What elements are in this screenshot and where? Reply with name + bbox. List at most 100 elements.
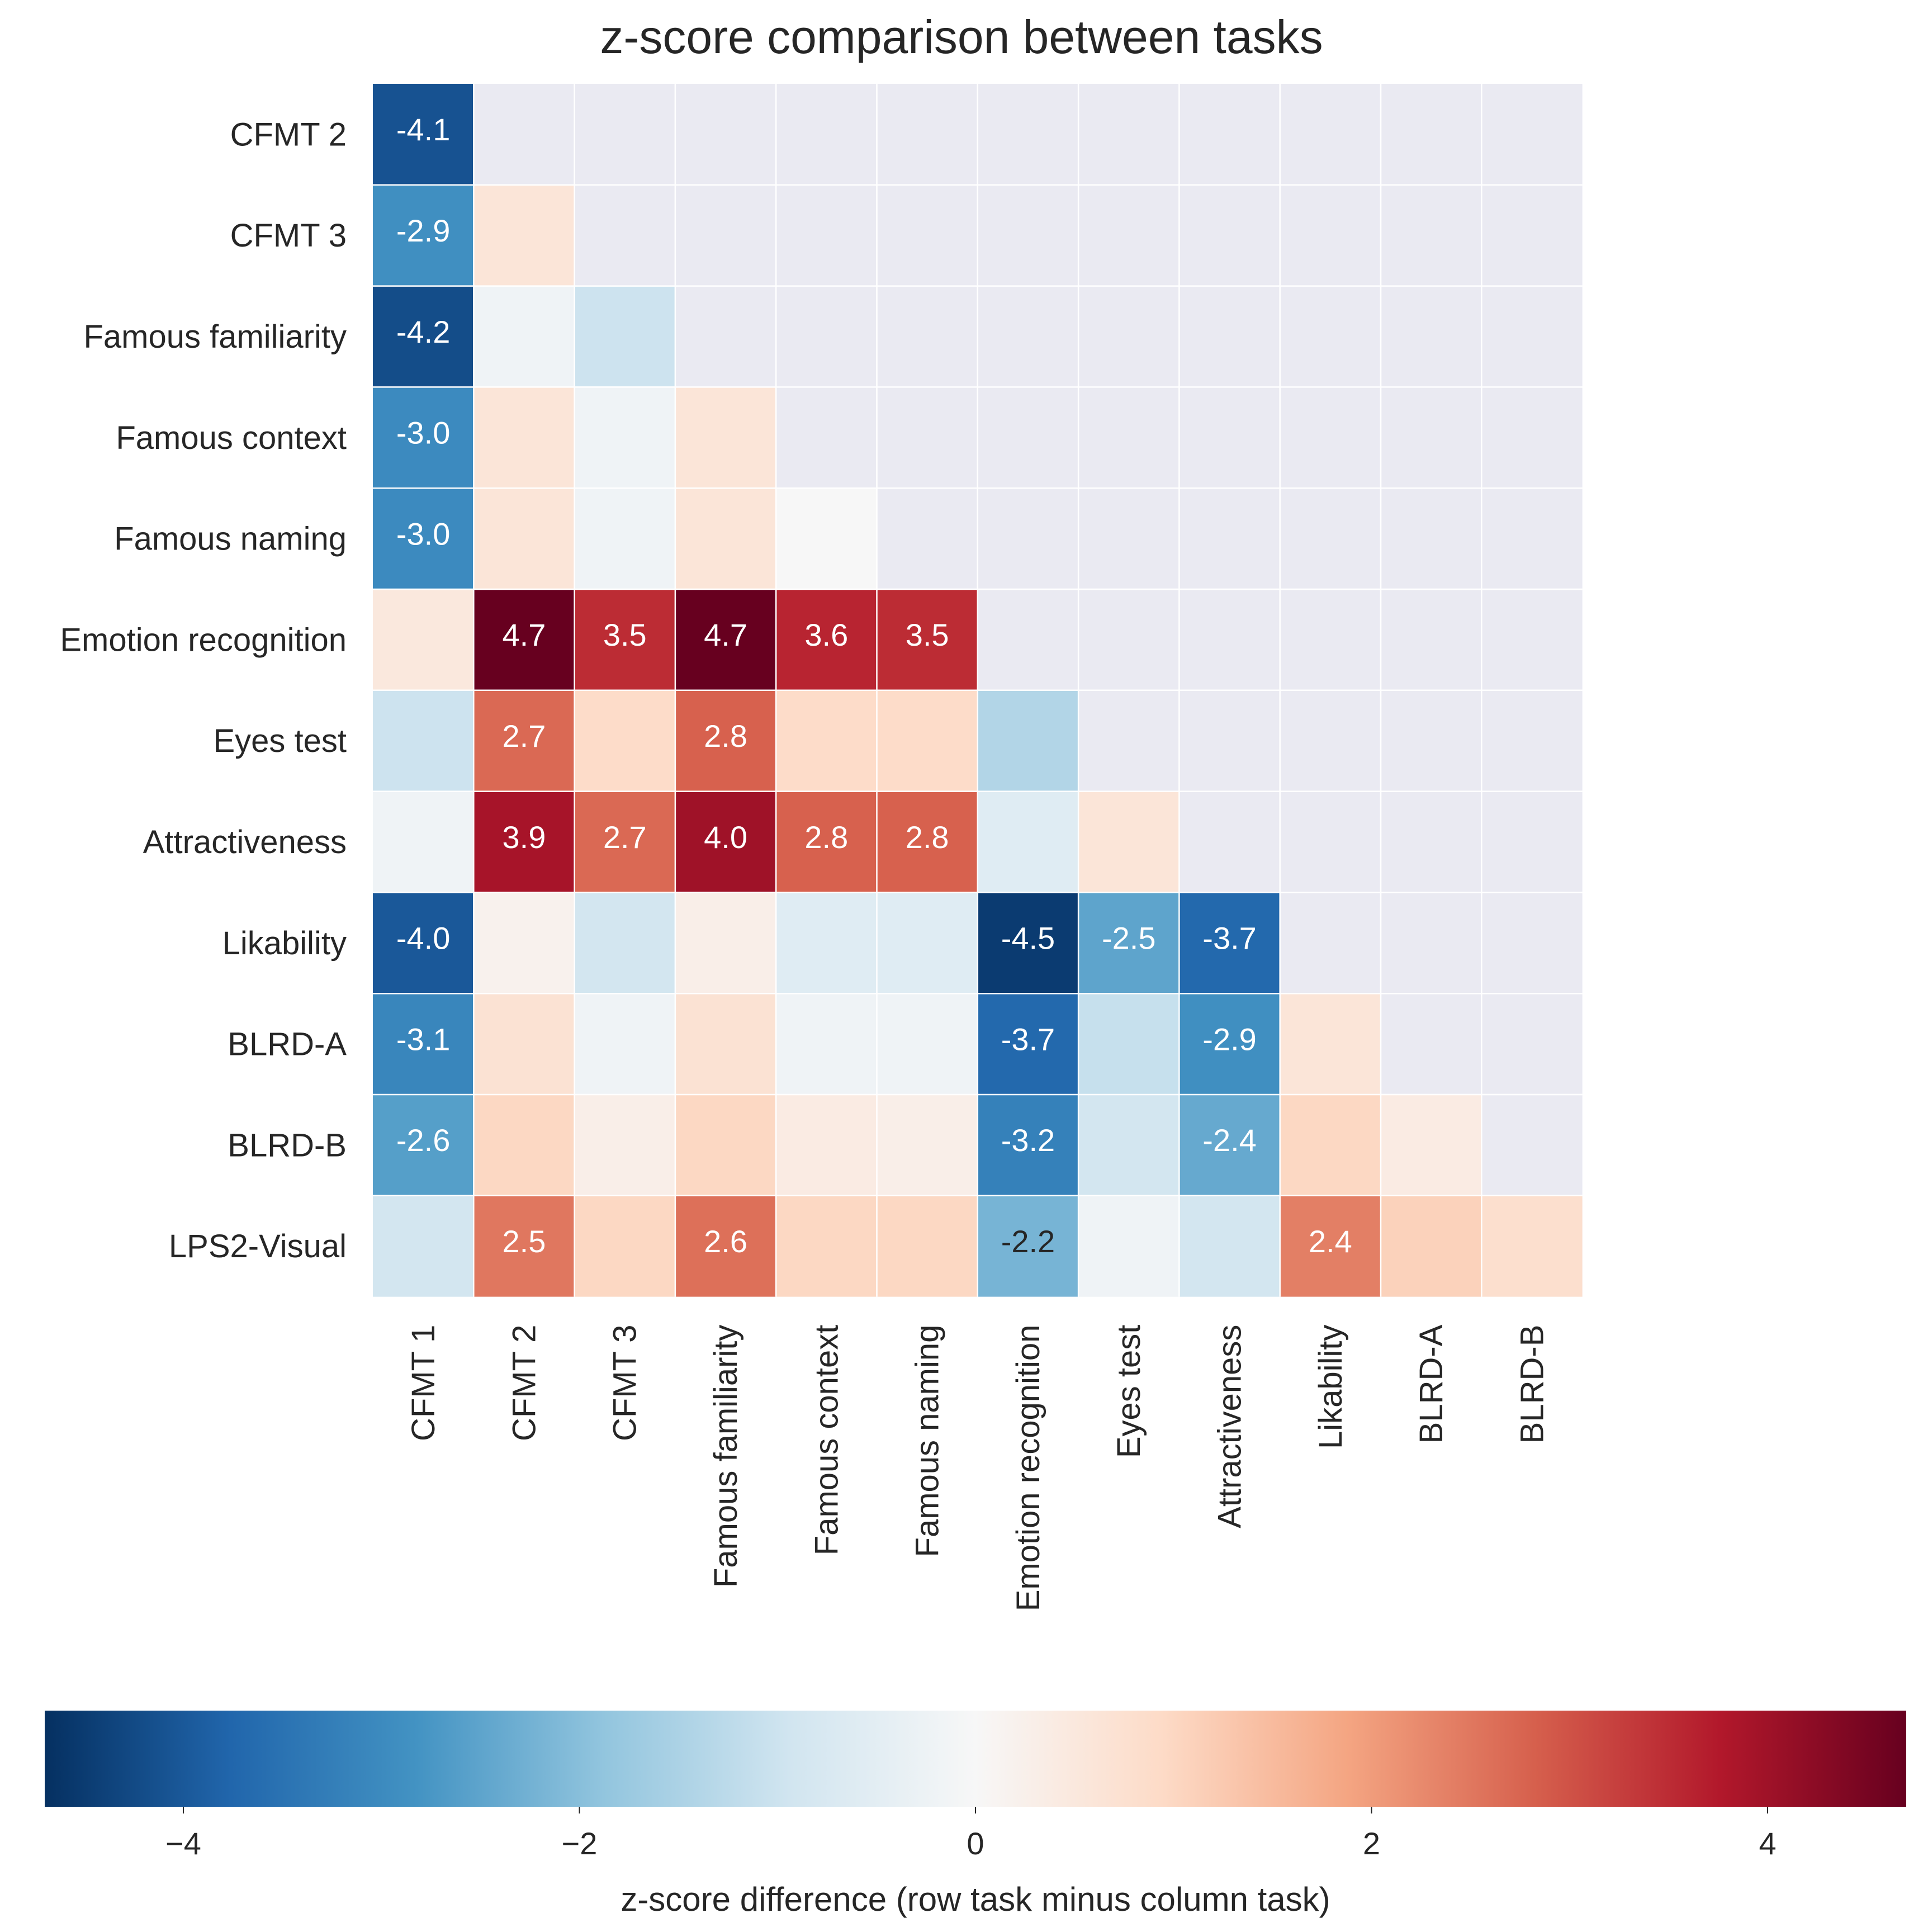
colorbar-tick-label: −4 xyxy=(165,1826,201,1861)
column-tick-label: Likability xyxy=(1313,1325,1349,1449)
row-tick-label: Likability xyxy=(222,925,347,962)
heatmap-cell xyxy=(373,184,474,286)
heatmap-cell xyxy=(574,1195,675,1297)
cell-value-label: 2.6 xyxy=(704,1224,747,1259)
heatmap-cell xyxy=(977,993,1079,1095)
row-tick-label: Famous familiarity xyxy=(83,319,347,355)
heatmap-cell xyxy=(977,791,1079,893)
row-tick-label: LPS2-Visual xyxy=(169,1228,347,1265)
heatmap-cell xyxy=(574,488,675,589)
heatmap-cell xyxy=(1381,1095,1482,1196)
heatmap-cell xyxy=(1179,892,1280,994)
heatmap-cell xyxy=(373,286,474,387)
column-tick-label: CFMT 2 xyxy=(506,1325,542,1441)
cell-value-label: -2.5 xyxy=(1102,921,1156,956)
heatmap-cell xyxy=(675,387,776,489)
row-tick-labels: CFMT 2 CFMT 3 Famous familiarity Famous con… xyxy=(60,116,347,1265)
row-tick-label: Attractiveness xyxy=(143,824,347,860)
heatmap-cell xyxy=(574,589,675,690)
cell-value-label: 3.5 xyxy=(906,617,949,652)
heatmap-cell xyxy=(473,791,575,893)
heatmap-cell xyxy=(473,892,575,994)
heatmap-cell xyxy=(373,589,474,690)
heatmap-cell xyxy=(675,690,776,792)
heatmap-cell xyxy=(675,791,776,893)
heatmap-cell xyxy=(1481,1195,1583,1297)
cell-value-label: -4.1 xyxy=(396,112,451,147)
heatmap-cell xyxy=(574,791,675,893)
heatmap-cell xyxy=(675,993,776,1095)
cell-value-label: -3.0 xyxy=(396,415,451,451)
heatmap-cell xyxy=(473,387,575,489)
heatmap-cell xyxy=(776,791,877,893)
row-tick-label: Famous naming xyxy=(114,521,347,557)
heatmap-cell xyxy=(877,1095,978,1196)
cell-value-label: 2.4 xyxy=(1309,1224,1352,1259)
heatmap-cell xyxy=(977,1195,1079,1297)
heatmap-cell xyxy=(977,1095,1079,1196)
column-tick-label: Famous context xyxy=(808,1325,845,1556)
cell-value-label: -4.0 xyxy=(396,921,451,956)
heatmap-cell xyxy=(373,892,474,994)
heatmap-cell xyxy=(1280,993,1381,1095)
heatmap-cell xyxy=(776,488,877,589)
column-tick-labels: CFMT 1 CFMT 2 CFMT 3 Famous familiarity Famo… xyxy=(405,1324,1550,1611)
cell-value-label: -2.4 xyxy=(1202,1123,1257,1158)
cell-value-label: -2.9 xyxy=(1202,1021,1257,1057)
cell-value-label: -2.2 xyxy=(1001,1224,1055,1259)
heatmap-cell xyxy=(675,892,776,994)
heatmap-cell xyxy=(373,1195,474,1297)
heatmap-plot-area: -4.1 -2.9 -4.2 -3.0 -3.0 4.7 3.5 4.7 3.6 3.5 2.7 2.… xyxy=(373,84,1583,1297)
colorbar: −4 −2 0 2 4 z-score difference (row task min… xyxy=(45,1711,1906,1918)
column-tick-label: Famous familiarity xyxy=(708,1325,744,1588)
heatmap-cell xyxy=(473,690,575,792)
heatmap-cell xyxy=(373,1095,474,1196)
heatmap-cell xyxy=(877,892,978,994)
heatmap-cell xyxy=(1280,1095,1381,1196)
heatmap-cell xyxy=(373,488,474,589)
column-tick-label: Attractiveness xyxy=(1212,1325,1248,1528)
cell-value-label: 3.9 xyxy=(503,820,546,855)
heatmap-cell xyxy=(574,690,675,792)
heatmap-cell xyxy=(473,589,575,690)
row-tick-label: CFMT 2 xyxy=(230,116,347,153)
heatmap-cell xyxy=(776,1095,877,1196)
column-tick-label: Famous naming xyxy=(910,1325,946,1557)
heatmap-cell xyxy=(675,1195,776,1297)
cell-value-label: 2.5 xyxy=(503,1224,546,1259)
heatmap-cell xyxy=(1179,993,1280,1095)
chart-title: z-score comparison between tasks xyxy=(600,11,1323,63)
heatmap-cell xyxy=(574,286,675,387)
column-tick-label: CFMT 3 xyxy=(607,1325,643,1441)
heatmap-cell xyxy=(776,892,877,994)
heatmap-cell xyxy=(675,589,776,690)
heatmap-cell xyxy=(1078,993,1180,1095)
heatmap-cell xyxy=(373,791,474,893)
colorbar-tick-label: 0 xyxy=(967,1826,984,1861)
heatmap-cell xyxy=(977,892,1079,994)
heatmap-cell xyxy=(1078,791,1180,893)
heatmap-cell xyxy=(1381,1195,1482,1297)
heatmap-cell xyxy=(574,1095,675,1196)
heatmap-cell xyxy=(473,1095,575,1196)
row-tick-label: BLRD-A xyxy=(228,1026,347,1063)
cell-value-label: 4.0 xyxy=(704,820,747,855)
heatmap-cell xyxy=(675,488,776,589)
cell-value-label: 3.6 xyxy=(804,617,848,652)
row-tick-label: Emotion recognition xyxy=(60,622,347,658)
heatmap-cell xyxy=(877,993,978,1095)
column-tick-label: Emotion recognition xyxy=(1010,1325,1046,1612)
heatmap-cell xyxy=(1179,1095,1280,1196)
cell-value-label: -3.2 xyxy=(1001,1123,1055,1158)
cell-value-label: 2.8 xyxy=(804,820,848,855)
heatmap-cell xyxy=(1280,1195,1381,1297)
cell-value-label: -3.0 xyxy=(396,516,451,551)
heatmap-cell xyxy=(877,1195,978,1297)
cell-value-label: -2.6 xyxy=(396,1123,451,1158)
heatmap-cell xyxy=(1078,892,1180,994)
heatmap-cell xyxy=(574,892,675,994)
heatmap-cell xyxy=(977,690,1079,792)
heatmap-cell xyxy=(776,589,877,690)
cell-value-label: -3.7 xyxy=(1202,921,1257,956)
row-tick-label: Eyes test xyxy=(213,723,347,759)
